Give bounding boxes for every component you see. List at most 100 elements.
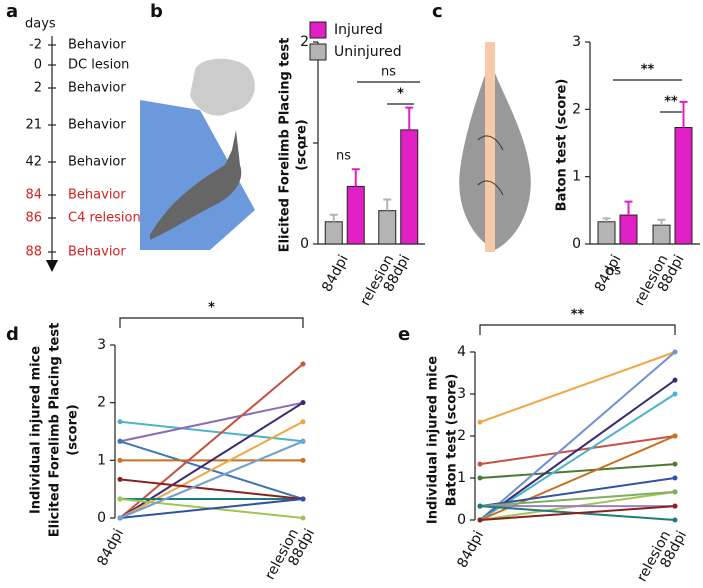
bar [400, 129, 419, 245]
y-tick-label: 3 [572, 34, 581, 50]
y-tick-label: 0 [300, 236, 309, 252]
y-axis-label: Elicited Forelimb Placing test [278, 38, 293, 253]
event-day: 84 [25, 188, 42, 203]
y-tick-label: 0 [572, 236, 581, 252]
series-line [479, 463, 676, 479]
legend-swatch [309, 43, 327, 61]
sig-label: ** [641, 63, 655, 78]
panel-label: e [398, 324, 410, 345]
point [300, 361, 306, 367]
bar [346, 185, 365, 245]
timeline-title: days [25, 17, 56, 32]
point [672, 461, 678, 467]
y-axis-label: Individual injured mice [426, 356, 441, 524]
point [117, 496, 123, 502]
event-text: Behavior [68, 155, 126, 170]
sig-label: ns [381, 65, 396, 80]
y-tick-label: 3 [97, 337, 106, 353]
y-axis-label: Individual injured mice [29, 346, 44, 514]
event-text: DC lesion [68, 58, 129, 73]
y-tick-label: 1 [300, 135, 309, 151]
baton-illustration [459, 42, 531, 252]
error-bar [405, 106, 414, 130]
error-bar [351, 168, 360, 187]
legend-label: Uninjured [334, 44, 402, 60]
bar [597, 221, 616, 245]
y-axis-label: (score) [66, 404, 81, 456]
series-line [119, 363, 304, 519]
panel-label: a [6, 1, 18, 22]
error-bar [679, 100, 688, 128]
event-day: 88 [25, 245, 42, 260]
event-day: 0 [34, 58, 42, 73]
point [477, 503, 483, 509]
point [300, 457, 306, 463]
series-line [119, 420, 304, 443]
event-day: -2 [29, 38, 42, 53]
event-day: 2 [34, 81, 42, 96]
point [117, 438, 123, 444]
event-text: Behavior [68, 245, 126, 260]
y-tick-label: 2 [300, 34, 309, 50]
point [117, 419, 123, 425]
sig-label: * [397, 87, 404, 102]
point [672, 433, 678, 439]
point [672, 489, 678, 495]
point [672, 475, 678, 481]
series-line [479, 379, 676, 521]
point [672, 517, 678, 523]
y-tick-label: 2 [97, 395, 106, 411]
bar [378, 210, 397, 245]
y-tick-label: 1 [572, 169, 581, 185]
rat-illustration [140, 58, 255, 250]
point [300, 419, 306, 425]
series-line [479, 477, 676, 508]
y-tick-label: 1 [97, 452, 106, 468]
bar [324, 221, 343, 245]
series-line [479, 351, 676, 521]
series-line [119, 440, 304, 519]
event-day: 42 [25, 155, 42, 170]
bar [674, 127, 693, 245]
event-text: Behavior [68, 81, 126, 96]
y-tick-label: 0 [97, 510, 106, 526]
sig-label: ** [571, 308, 585, 323]
series-line [119, 497, 304, 519]
panel-label: c [432, 1, 443, 22]
point [477, 475, 483, 481]
event-text: Behavior [68, 38, 126, 53]
series-line [479, 505, 676, 521]
y-tick-label: 4 [457, 344, 466, 360]
series-line [479, 393, 676, 521]
series-line [119, 478, 304, 500]
error-bar [657, 218, 666, 226]
sig-bracket [479, 324, 676, 335]
bar [619, 214, 638, 245]
y-axis-label: Baton test (score) [445, 374, 460, 507]
y-tick-label: 0 [457, 512, 466, 528]
x-tick-label: 84dpi [94, 526, 127, 568]
point [300, 438, 306, 444]
y-axis-label: Baton test (score) [555, 79, 570, 212]
sig-label: * [208, 301, 215, 316]
y-tick-label: 3 [457, 386, 466, 402]
series-line [119, 401, 304, 443]
event-text: Behavior [68, 118, 126, 133]
event-day: 86 [25, 211, 42, 226]
y-axis-label: Elicited Forelimb Placing test [48, 323, 63, 538]
legend-label: Injured [334, 22, 383, 38]
point [300, 515, 306, 521]
point [672, 503, 678, 509]
error-bar [383, 198, 392, 211]
event-text: Behavior [68, 188, 126, 203]
x-tick-label: 84dpi [319, 252, 352, 294]
event-text: C4 relesion [68, 211, 141, 226]
event-day: 21 [25, 118, 42, 133]
sig-label: ns [336, 149, 351, 164]
series-line [479, 351, 676, 424]
series-line [479, 490, 676, 508]
point [477, 461, 483, 467]
error-bar [329, 213, 338, 222]
point [117, 515, 123, 521]
